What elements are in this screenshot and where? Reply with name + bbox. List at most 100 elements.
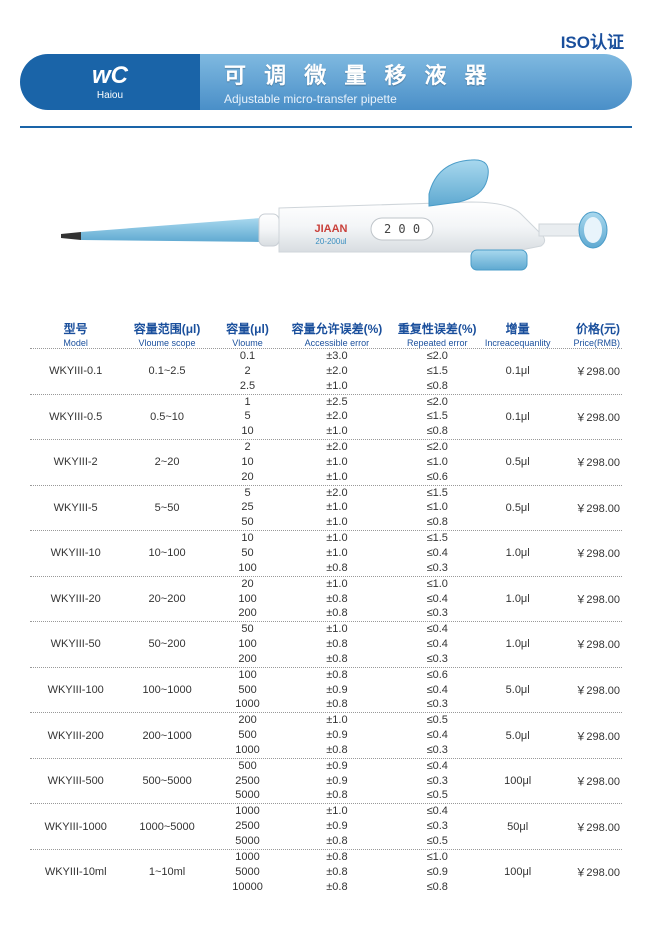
- table-cell: WKYIII-0.1: [30, 365, 121, 377]
- cell-value: ±0.8: [326, 606, 347, 621]
- cell-value: ±1.0: [326, 379, 347, 394]
- cell-value: 50: [241, 546, 253, 561]
- table-cell: 500~5000: [121, 775, 212, 787]
- cell-value: ≤0.4: [427, 759, 448, 774]
- cell-value: ≤0.4: [427, 622, 448, 637]
- cell-value: ±1.0: [326, 546, 347, 561]
- cell-value: ≤0.8: [427, 424, 448, 439]
- hdr-acc-cn: 容量允许误差(%): [282, 320, 391, 337]
- cell-value: ±1.0: [326, 622, 347, 637]
- table-cell: ≤0.4≤0.3≤0.5: [392, 804, 483, 849]
- cell-value: ≤2.0: [427, 395, 448, 410]
- iso-certified-label: ISO认证: [561, 28, 624, 53]
- cell-value: 2500: [235, 774, 259, 789]
- table-cell: ±1.0±1.0±0.8: [282, 531, 391, 576]
- table-cell: 200~1000: [121, 730, 212, 742]
- table-cell: ￥298.00: [552, 728, 622, 744]
- cell-value: 1000: [235, 697, 259, 712]
- table-cell: 1.0μl: [483, 593, 553, 605]
- cell-value: ±1.0: [326, 515, 347, 530]
- table-cell: 50μl: [483, 821, 553, 833]
- table-cell: 0.1μl: [483, 411, 553, 423]
- table-cell: ±0.9±0.9±0.8: [282, 759, 391, 804]
- table-cell: 2~20: [121, 456, 212, 468]
- cell-value: ≤0.3: [427, 743, 448, 758]
- cell-value: 10: [241, 455, 253, 470]
- pipette-svg: 2 0 0 JIAAN 20-200ul: [40, 140, 622, 320]
- table-cell: ±2.0±1.0±1.0: [282, 486, 391, 531]
- cell-value: ±2.0: [326, 364, 347, 379]
- hdr-rep-en: Repeated error: [392, 338, 483, 348]
- cell-value: ±0.9: [326, 759, 347, 774]
- table-cell: 2005001000: [213, 713, 283, 758]
- pipette-brand-label: JIAAN: [314, 223, 347, 235]
- table-cell: ±2.5±2.0±1.0: [282, 395, 391, 440]
- table-cell: 0.1~2.5: [121, 365, 212, 377]
- cell-value: ≤0.4: [427, 728, 448, 743]
- table-cell: ±1.0±0.9±0.8: [282, 804, 391, 849]
- table-cell: ±2.0±1.0±1.0: [282, 440, 391, 485]
- table-cell: 50025005000: [213, 759, 283, 804]
- cell-value: ±0.8: [326, 561, 347, 576]
- cell-value: ≤2.0: [427, 349, 448, 364]
- cell-value: ≤0.3: [427, 819, 448, 834]
- cell-value: ±0.8: [326, 834, 347, 849]
- cell-value: ±2.0: [326, 409, 347, 424]
- hdr-inc-en: Increacequanlity: [483, 338, 553, 348]
- table-cell: 20100200: [213, 577, 283, 622]
- cell-value: 20: [241, 577, 253, 592]
- cell-value: ≤0.4: [427, 592, 448, 607]
- cell-value: ≤1.5: [427, 409, 448, 424]
- table-cell: 1000500010000: [213, 850, 283, 895]
- table-cell: ±0.8±0.8±0.8: [282, 850, 391, 895]
- table-row: WKYIII-2020~20020100200±1.0±0.8±0.8≤1.0≤…: [30, 576, 622, 622]
- cell-value: ≤0.5: [427, 834, 448, 849]
- hdr-price-cn: 价格(元): [552, 320, 620, 337]
- table-cell: WKYIII-500: [30, 775, 121, 787]
- table-cell: ±1.0±0.9±0.8: [282, 713, 391, 758]
- cell-value: 100: [238, 637, 256, 652]
- hdr-acc-en: Accessible error: [282, 338, 391, 348]
- table-cell: ≤1.5≤0.4≤0.3: [392, 531, 483, 576]
- cell-value: ≤0.4: [427, 637, 448, 652]
- cell-value: ±1.0: [326, 713, 347, 728]
- cell-value: 5000: [235, 865, 259, 880]
- cell-value: ±0.8: [326, 637, 347, 652]
- cell-value: 1000: [235, 804, 259, 819]
- cell-value: ±0.8: [326, 592, 347, 607]
- hdr-inc-cn: 增量: [483, 320, 553, 337]
- table-cell: 100025005000: [213, 804, 283, 849]
- table-cell: WKYIII-20: [30, 593, 121, 605]
- cell-value: ≤1.5: [427, 531, 448, 546]
- table-cell: ±1.0±0.8±0.8: [282, 622, 391, 667]
- cell-value: ≤0.8: [427, 880, 448, 895]
- table-cell: ≤2.0≤1.5≤0.8: [392, 395, 483, 440]
- brand-name: Haiou: [97, 90, 123, 101]
- cell-value: ±1.0: [326, 577, 347, 592]
- table-cell: ￥298.00: [552, 864, 622, 880]
- cell-value: ±1.0: [326, 500, 347, 515]
- table-cell: ≤0.4≤0.3≤0.5: [392, 759, 483, 804]
- cell-value: 1000: [235, 743, 259, 758]
- cell-value: ≤1.0: [427, 577, 448, 592]
- cell-value: ±1.0: [326, 804, 347, 819]
- cell-value: ±1.0: [326, 470, 347, 485]
- cell-value: ±1.0: [326, 455, 347, 470]
- cell-value: 500: [238, 728, 256, 743]
- cell-value: ≤0.6: [427, 470, 448, 485]
- title-cn: 可 调 微 量 移 液 器: [224, 58, 632, 90]
- cell-value: ±0.8: [326, 668, 347, 683]
- cell-value: ±0.8: [326, 788, 347, 803]
- cell-value: ≤0.6: [427, 668, 448, 683]
- table-cell: ￥298.00: [552, 636, 622, 652]
- table-cell: ≤0.6≤0.4≤0.3: [392, 668, 483, 713]
- table-row: WKYIII-0.10.1~2.50.122.5±3.0±2.0±1.0≤2.0…: [30, 348, 622, 394]
- cell-value: ≤0.9: [427, 865, 448, 880]
- table-row: WKYIII-100100~10001005001000±0.8±0.9±0.8…: [30, 667, 622, 713]
- cell-value: ±0.8: [326, 743, 347, 758]
- table-cell: 1050100: [213, 531, 283, 576]
- cell-value: ≤0.3: [427, 774, 448, 789]
- cell-value: 2: [244, 440, 250, 455]
- hdr-vol-en: Vloume: [213, 338, 283, 348]
- table-cell: ±3.0±2.0±1.0: [282, 349, 391, 394]
